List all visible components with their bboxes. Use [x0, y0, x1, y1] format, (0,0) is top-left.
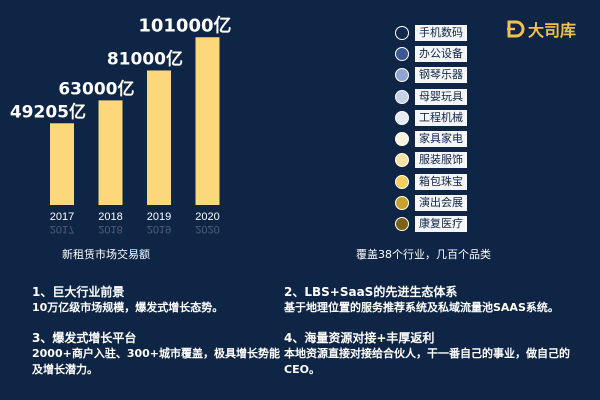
x-tick-label: 2019	[147, 211, 171, 223]
legend-swatch	[395, 174, 409, 189]
x-tick-label: 2017	[50, 211, 74, 223]
feature-growth-platform: 3、爆发式增长平台 2000+商户入驻、300+城市覆盖，极具增长势能及增长潜力…	[32, 330, 287, 378]
bar-2018	[98, 100, 123, 205]
legend-item: 演出会展	[395, 192, 467, 213]
legend-swatch	[395, 153, 409, 168]
legend-item: 康复医疗	[395, 214, 467, 235]
legend-item: 钢琴乐器	[395, 65, 467, 86]
legend-swatch	[395, 46, 409, 61]
legend-swatch	[395, 68, 409, 83]
legend-label: 演出会展	[415, 195, 467, 212]
bar-2019	[147, 70, 171, 205]
chart-caption: 新租赁市场交易额	[62, 248, 150, 261]
feature-title: 3、爆发式增长平台	[32, 331, 137, 345]
legend-item: 工程机械	[395, 107, 467, 128]
feature-desc: 基于地理位置的服务推荐系统及私域流量池SAAS系统。	[284, 301, 559, 314]
logo-d-icon	[507, 20, 525, 38]
legend-label: 服装服饰	[415, 152, 467, 169]
legend-label: 工程机械	[415, 109, 467, 126]
bar-value-label: 101000亿	[138, 14, 231, 36]
bar-2020	[195, 37, 220, 206]
x-tick-label: 2018	[98, 211, 122, 223]
legend-caption: 覆盖38个行业，几百个品类	[356, 248, 491, 261]
x-tick-reflection: 2017	[50, 223, 74, 235]
bar-value-label: 63000亿	[58, 78, 134, 99]
logo-text: 大司库	[528, 21, 577, 40]
legend-item: 母婴玩具	[395, 86, 467, 107]
feature-desc: 2000+商户入驻、300+城市覆盖，极具增长势能及增长潜力。	[32, 347, 281, 376]
legend-label: 手机数码	[415, 24, 467, 41]
feature-title: 4、海量资源对接+丰厚返利	[284, 331, 435, 345]
feature-lbs-saas: 2、LBS+SaaS的先进生态体系 基于地理位置的服务推荐系统及私域流量池SAA…	[284, 284, 584, 316]
bar-value-label: 81000亿	[107, 48, 183, 69]
legend-label: 康复医疗	[415, 216, 467, 233]
legend-swatch	[395, 217, 409, 232]
feature-industry-outlook: 1、巨大行业前景 10万亿级市场规模，爆发式增长态势。	[32, 284, 282, 316]
feature-resources-rebate: 4、海量资源对接+丰厚返利 本地资源直接对接给合伙人，干一番自己的事业，做自己的…	[284, 330, 594, 378]
brand-logo: 大司库	[506, 17, 576, 41]
x-tick-label: 2020	[195, 211, 219, 223]
feature-desc: 本地资源直接对接给合伙人，干一番自己的事业，做自己的CEO。	[284, 347, 570, 376]
bar-value-label: 49205亿	[10, 101, 86, 122]
feature-title: 1、巨大行业前景	[32, 285, 125, 299]
legend-swatch	[395, 89, 409, 104]
feature-title: 2、LBS+SaaS的先进生态体系	[284, 285, 458, 299]
legend-label: 箱包珠宝	[415, 173, 467, 190]
legend-label: 办公设备	[415, 45, 467, 62]
legend-swatch	[395, 25, 409, 40]
x-tick-reflection: 2018	[98, 223, 122, 235]
legend-label: 钢琴乐器	[415, 67, 467, 84]
market-volume-bar-chart: 49205亿2017201763000亿2018201881000亿201920…	[10, 14, 232, 235]
legend-item: 箱包珠宝	[395, 171, 467, 192]
bar-2017	[50, 123, 74, 205]
legend-item: 办公设备	[395, 43, 467, 64]
legend-swatch	[395, 110, 409, 125]
legend-swatch	[395, 196, 409, 211]
legend-label: 家具家电	[415, 131, 467, 148]
legend-item: 手机数码	[395, 22, 467, 43]
category-legend: 手机数码办公设备钢琴乐器母婴玩具工程机械家具家电服装服饰箱包珠宝演出会展康复医疗	[395, 22, 467, 235]
x-tick-reflection: 2020	[195, 223, 219, 235]
legend-swatch	[395, 132, 409, 147]
legend-item: 服装服饰	[395, 150, 467, 171]
legend-item: 家具家电	[395, 128, 467, 149]
feature-desc: 10万亿级市场规模，爆发式增长态势。	[32, 301, 224, 314]
x-tick-reflection: 2019	[147, 223, 171, 235]
legend-label: 母婴玩具	[415, 88, 467, 105]
